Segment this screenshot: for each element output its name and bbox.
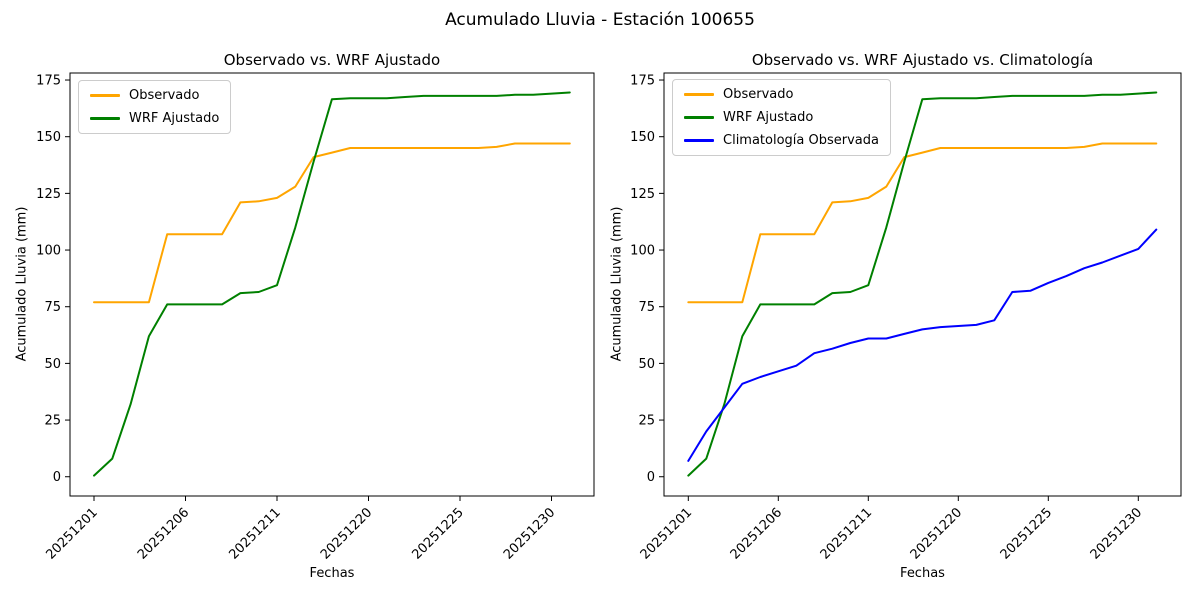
- legend-label: Climatología Observada: [723, 133, 879, 148]
- plot-frame: [663, 72, 1182, 497]
- legend-item-observado: Observado: [90, 88, 219, 103]
- right-y-axis-label: Acumulado Lluvia (mm): [609, 206, 625, 362]
- x-tick-label: 20251230: [1088, 505, 1145, 562]
- x-tick-label: 20251206: [135, 505, 192, 562]
- y-tick-label: 100: [36, 244, 61, 259]
- plot-frame: [69, 72, 595, 497]
- left-y-axis-label: Acumulado Lluvia (mm): [14, 206, 30, 362]
- legend-item-wrf-ajustado: WRF Ajustado: [90, 111, 219, 126]
- legend-label: WRF Ajustado: [723, 110, 814, 125]
- legend-label: Observado: [723, 87, 794, 102]
- line-climatología-observada: [687, 228, 1158, 462]
- y-tick-label: 100: [630, 244, 655, 259]
- x-tick-label: 20251201: [43, 505, 100, 562]
- left-legend: Observado WRF Ajustado: [78, 80, 232, 134]
- x-tick-label: 20251225: [409, 505, 466, 562]
- legend-label: Observado: [129, 88, 200, 103]
- climatologia-line-swatch: [684, 139, 714, 142]
- x-tick-label: 20251220: [908, 505, 965, 562]
- y-tick-label: 25: [638, 414, 655, 429]
- line-wrf-ajustado: [93, 91, 571, 477]
- wrf-ajustado-line-swatch: [684, 116, 714, 119]
- x-tick-label: 20251225: [998, 505, 1055, 562]
- line-observado: [93, 142, 571, 304]
- y-tick-label: 0: [53, 470, 61, 485]
- y-tick-label: 75: [44, 300, 61, 315]
- y-tick-label: 50: [638, 357, 655, 372]
- x-tick-label: 20251211: [226, 505, 283, 562]
- x-tick-label: 20251230: [501, 505, 558, 562]
- x-tick-label: 20251211: [818, 505, 875, 562]
- y-tick-label: 150: [36, 130, 61, 145]
- y-tick-label: 150: [630, 130, 655, 145]
- figure-title: Acumulado Lluvia - Estación 100655: [445, 10, 755, 30]
- left-plot-title: Observado vs. WRF Ajustado: [223, 51, 441, 69]
- line-observado: [687, 142, 1158, 304]
- x-tick-label: 20251201: [638, 505, 695, 562]
- y-tick-label: 125: [630, 187, 655, 202]
- y-tick-label: 25: [44, 414, 61, 429]
- legend-label: WRF Ajustado: [129, 111, 220, 126]
- x-tick-label: 20251206: [728, 505, 785, 562]
- x-tick-label: 20251220: [318, 505, 375, 562]
- wrf-ajustado-line-swatch: [90, 117, 120, 120]
- observado-line-swatch: [684, 93, 714, 96]
- left-x-axis-label: Fechas: [309, 566, 355, 581]
- y-tick-label: 175: [36, 74, 61, 89]
- legend-item-wrf-ajustado: WRF Ajustado: [684, 110, 879, 125]
- legend-item-climatologia: Climatología Observada: [684, 133, 879, 148]
- y-tick-label: 125: [36, 187, 61, 202]
- right-plot-title: Observado vs. WRF Ajustado vs. Climatolo…: [751, 51, 1094, 69]
- observado-line-swatch: [90, 94, 120, 97]
- y-tick-label: 0: [647, 470, 655, 485]
- line-wrf-ajustado: [687, 91, 1158, 477]
- right-x-axis-label: Fechas: [900, 566, 945, 581]
- y-tick-label: 50: [44, 357, 61, 372]
- legend-item-observado: Observado: [684, 87, 879, 102]
- right-legend: Observado WRF Ajustado Climatología Obse…: [672, 79, 891, 156]
- y-tick-label: 175: [630, 74, 655, 89]
- y-tick-label: 75: [638, 300, 655, 315]
